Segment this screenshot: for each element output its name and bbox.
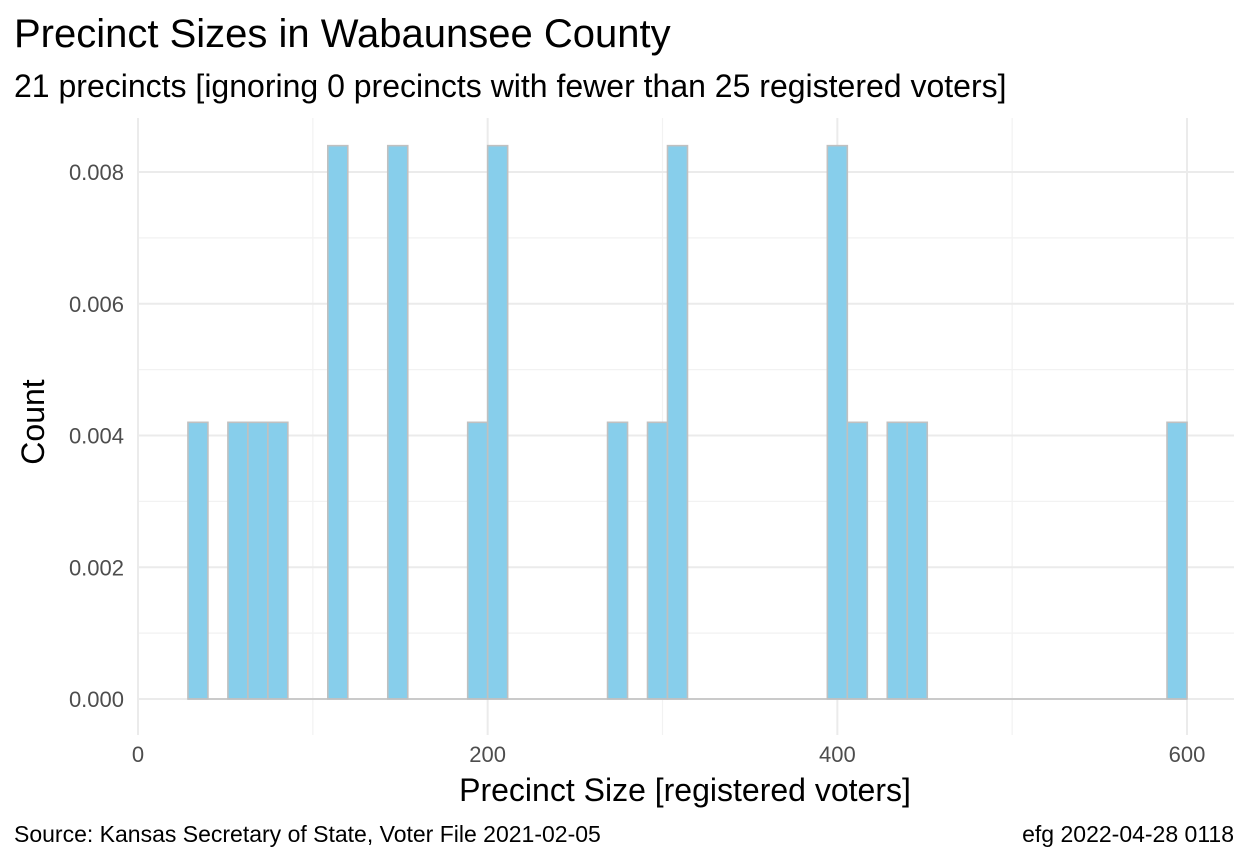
source-caption: Source: Kansas Secretary of State, Voter…	[14, 821, 601, 847]
histogram-bar	[267, 421, 289, 700]
histogram-bar	[1166, 421, 1188, 700]
histogram-bar	[666, 144, 689, 700]
y-tick-label: 0.004	[69, 424, 124, 449]
histogram-bar	[826, 144, 849, 700]
histogram-bar	[486, 144, 509, 700]
histogram-bar	[466, 421, 489, 700]
y-tick-label: 0.002	[69, 555, 124, 580]
x-tick-label: 0	[132, 742, 144, 767]
histogram-bar	[386, 144, 409, 700]
histogram-bar	[606, 421, 629, 700]
chart-subtitle: 21 precincts [ignoring 0 precincts with …	[14, 68, 1007, 104]
histogram-bar	[906, 421, 929, 700]
histogram-bar	[227, 421, 249, 700]
y-tick-label: 0.006	[69, 292, 124, 317]
histogram-bar	[247, 421, 269, 700]
histogram-bars	[187, 144, 1188, 700]
x-tick-label: 400	[819, 742, 856, 767]
histogram-bar	[327, 144, 349, 700]
axis-ticks: 0.000 0.002 0.004 0.006 0.008 0 200 400 600	[69, 160, 1205, 767]
x-tick-label: 600	[1169, 742, 1206, 767]
histogram-bar	[187, 421, 209, 700]
chart-title: Precinct Sizes in Wabaunsee County	[14, 12, 671, 56]
y-tick-label: 0.008	[69, 160, 124, 185]
y-tick-label: 0.000	[69, 687, 124, 712]
histogram-bar	[886, 421, 909, 700]
x-axis-title: Precinct Size [registered voters]	[459, 772, 911, 808]
x-tick-label: 200	[469, 742, 506, 767]
histogram-bar	[646, 421, 669, 700]
credit-caption: efg 2022-04-28 0118	[1022, 821, 1234, 847]
histogram-bar	[846, 421, 869, 700]
y-axis-title: Count	[15, 379, 51, 465]
